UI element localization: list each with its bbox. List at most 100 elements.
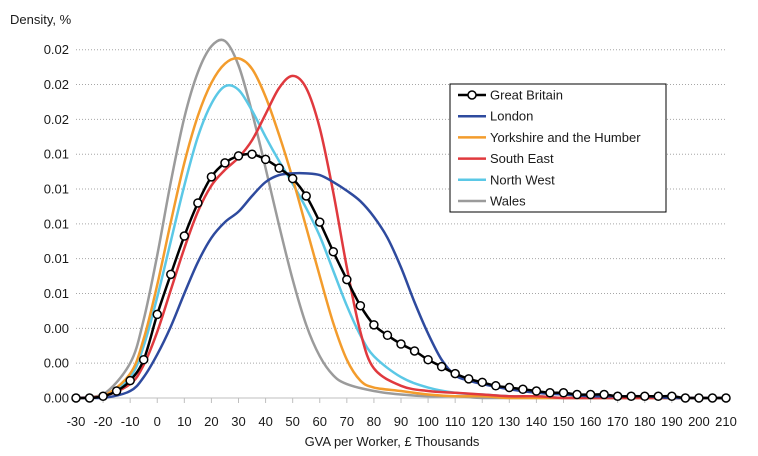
data-point-great-britain	[152, 309, 162, 320]
data-point-great-britain	[138, 354, 149, 365]
data-point-great-britain	[707, 393, 718, 403]
data-point-great-britain	[667, 391, 677, 402]
data-point-great-britain	[585, 389, 596, 400]
x-tick-label: 140	[526, 414, 548, 429]
x-tick-label: -20	[94, 414, 113, 429]
x-tick-label: 20	[204, 414, 218, 429]
data-point-great-britain	[233, 151, 244, 161]
data-point-great-britain	[382, 330, 393, 341]
data-point-great-britain	[328, 246, 339, 257]
y-tick-label: 0.01	[44, 251, 69, 266]
data-point-great-britain	[436, 361, 447, 372]
y-tick-label: 0.01	[44, 286, 69, 301]
data-point-great-britain	[396, 339, 406, 349]
data-point-great-britain	[450, 368, 460, 379]
data-point-great-britain	[640, 391, 650, 402]
data-point-great-britain	[409, 346, 420, 356]
data-point-great-britain	[491, 381, 501, 391]
legend-label-yorkshire-and-the-humber: Yorkshire and the Humber	[490, 130, 641, 145]
gridlines	[76, 49, 726, 364]
legend-box	[449, 83, 667, 213]
data-point-great-britain	[84, 393, 95, 403]
y-tick-label: 0.02	[44, 42, 69, 57]
x-tick-label: 70	[340, 414, 354, 429]
data-point-great-britain	[315, 217, 325, 227]
data-point-great-britain	[518, 384, 528, 395]
data-point-great-britain	[206, 172, 217, 182]
x-tick-label: 10	[177, 414, 191, 429]
data-point-great-britain	[98, 391, 108, 402]
data-point-great-britain	[287, 173, 298, 184]
y-tick-labels: 0.00 0.00 0.00 0.01 0.01 0.01 0.01 0.01 0.02 0.02…	[44, 42, 69, 405]
data-point-great-britain	[260, 154, 271, 165]
legend-label-london: London	[490, 109, 533, 124]
data-point-great-britain	[355, 300, 366, 311]
x-tick-label: 170	[607, 414, 629, 429]
data-point-great-britain	[612, 391, 623, 402]
series-lines	[71, 38, 731, 403]
x-tick-label: 180	[634, 414, 656, 429]
data-point-great-britain	[247, 149, 257, 159]
y-axis-title: Density, %	[10, 12, 72, 27]
x-tick-label: 160	[580, 414, 602, 429]
data-point-great-britain	[653, 391, 664, 402]
x-axis-title: GVA per Worker, £ Thousands	[305, 434, 480, 449]
data-point-great-britain	[545, 388, 555, 398]
legend-marker-great-britain	[467, 90, 477, 100]
data-point-great-britain	[599, 389, 609, 400]
y-tick-label: 0.01	[44, 216, 69, 231]
data-point-great-britain	[111, 386, 122, 396]
legend-label-wales: Wales	[490, 194, 526, 209]
data-point-great-britain	[531, 386, 542, 396]
data-point-great-britain	[680, 393, 691, 403]
y-tick-label: 0.01	[44, 147, 69, 162]
data-point-great-britain	[423, 354, 433, 365]
x-tick-label: 40	[258, 414, 272, 429]
data-point-great-britain	[179, 231, 190, 241]
y-tick-label: 0.00	[44, 321, 69, 336]
x-tick-label: 200	[688, 414, 710, 429]
legend-label-south-east: South East	[490, 151, 554, 166]
data-point-great-britain	[301, 191, 311, 201]
data-point-great-britain	[274, 163, 284, 173]
legend-label-north-west: North West	[490, 172, 555, 187]
x-tick-label: 0	[154, 414, 161, 429]
legend: Great Britain London Yorkshire and the Hum…	[449, 83, 667, 213]
data-point-great-britain	[71, 393, 81, 403]
x-tick-label: 60	[313, 414, 327, 429]
data-point-great-britain	[721, 393, 731, 403]
data-point-great-britain	[572, 389, 582, 400]
data-point-great-britain	[166, 269, 176, 280]
y-tick-label: 0.01	[44, 182, 69, 197]
y-tick-label: 0.00	[44, 356, 69, 371]
x-tick-label: 100	[417, 414, 439, 429]
x-tick-label: 90	[394, 414, 408, 429]
data-point-great-britain	[193, 198, 203, 208]
data-point-great-britain	[125, 375, 135, 386]
x-tick-label: 110	[445, 414, 466, 429]
x-tick-label: 120	[471, 414, 493, 429]
x-tick-label: 30	[231, 414, 245, 429]
y-tick-label: 0.00	[44, 391, 69, 406]
x-tick-label: -10	[121, 414, 140, 429]
y-tick-label: 0.02	[44, 112, 69, 127]
x-tick-label: 190	[661, 414, 683, 429]
legend-label-great-britain: Great Britain	[490, 88, 563, 103]
data-point-great-britain	[626, 391, 636, 402]
x-tick-label: -30	[67, 414, 86, 429]
x-tick-label: 50	[285, 414, 299, 429]
data-point-great-britain	[477, 377, 487, 388]
x-tick-label: 130	[498, 414, 520, 429]
x-tick-labels: -30 -20 -10 0 10 20 30 40 50 60 70 80 90 100 110 120 130…	[67, 414, 737, 429]
data-point-great-britain	[220, 158, 230, 168]
data-point-great-britain	[369, 320, 379, 330]
x-tick-label: 150	[553, 414, 575, 429]
x-tick-label: 80	[367, 414, 381, 429]
data-point-great-britain	[504, 382, 515, 393]
data-point-great-britain	[463, 374, 474, 384]
data-point-great-britain	[558, 388, 569, 398]
y-tick-label: 0.02	[44, 77, 69, 92]
data-point-great-britain	[342, 274, 352, 285]
x-tick-label: 210	[715, 414, 737, 429]
